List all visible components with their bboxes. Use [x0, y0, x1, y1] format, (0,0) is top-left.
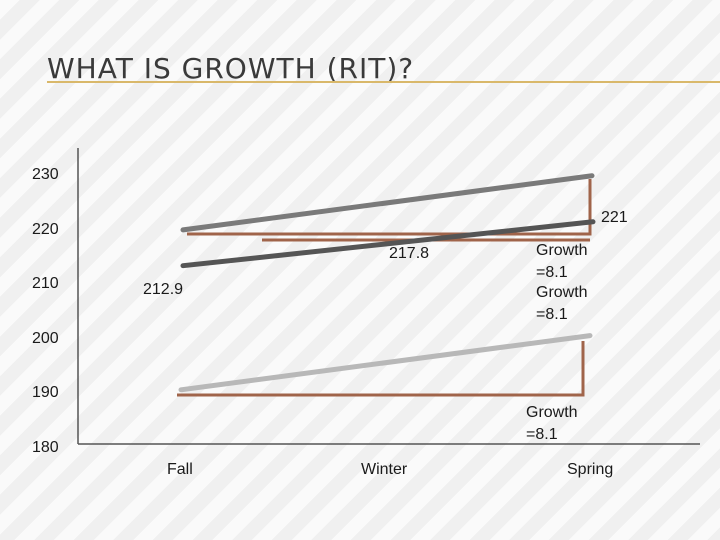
title-underline: [47, 81, 720, 83]
x-tick-label: Winter: [361, 461, 408, 478]
growth-bracket-bottom: [177, 341, 585, 397]
y-tick-label: 210: [32, 275, 59, 292]
growth-annotation: Growth =8.1: [536, 284, 588, 323]
data-label: 212.9: [143, 281, 183, 298]
y-tick-label: 190: [32, 384, 59, 401]
y-tick-label: 200: [32, 330, 59, 347]
x-tick-label: Fall: [167, 461, 193, 478]
series-line-lower: [178, 333, 593, 393]
series-line-upper: [180, 173, 595, 233]
growth-annotation: Growth =8.1: [526, 404, 578, 443]
y-tick-label: 230: [32, 166, 59, 183]
y-tick-label: 220: [32, 221, 59, 238]
growth-annotation: Growth =8.1: [536, 242, 588, 281]
growth-bracket-top: [187, 179, 592, 236]
data-label: 217.8: [389, 245, 429, 262]
slide-title: WHAT IS GROWTH (RIT)?: [47, 52, 415, 85]
data-label: 221: [601, 209, 628, 226]
x-tick-label: Spring: [567, 461, 613, 478]
series-line-middle: [180, 219, 596, 269]
y-tick-label: 180: [32, 439, 59, 456]
